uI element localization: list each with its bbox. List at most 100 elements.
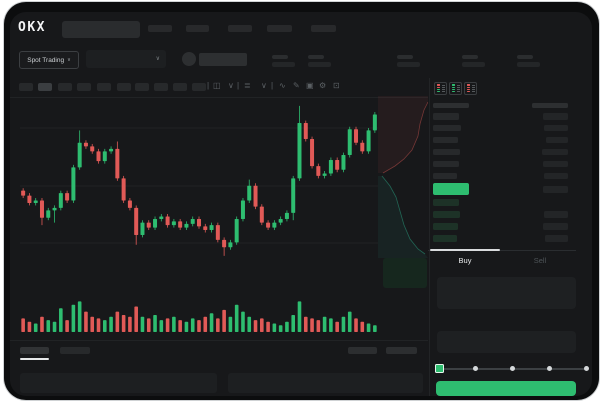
chevron-down-icon: ∨ xyxy=(155,56,160,62)
timeframe-button[interactable] xyxy=(135,83,149,91)
orderbook-icon-segment xyxy=(452,88,455,91)
tab-buy[interactable]: Buy xyxy=(458,256,472,265)
bottom-tab[interactable] xyxy=(348,347,377,354)
pair-title-placeholder xyxy=(199,53,247,66)
orderbook-icon-segment xyxy=(467,88,470,91)
candle-style-icon[interactable]: ◫ xyxy=(213,81,221,90)
stat-value-placeholder xyxy=(272,61,295,67)
stat-value-placeholder xyxy=(462,61,485,67)
bottom-tab[interactable] xyxy=(20,347,49,354)
bid-row-price[interactable] xyxy=(433,223,458,230)
orderbook-header-left xyxy=(433,103,469,108)
buy-button[interactable] xyxy=(436,381,576,396)
orderbook-layout-bids-icon[interactable] xyxy=(449,82,462,95)
orderbook-icon-line xyxy=(471,87,475,88)
bottom-tab[interactable] xyxy=(386,347,417,354)
slider-stop-dot[interactable] xyxy=(583,365,589,371)
timeframe-button[interactable] xyxy=(154,83,168,91)
nav-item-placeholder[interactable] xyxy=(148,25,172,32)
timeframe-button[interactable] xyxy=(77,83,91,91)
ask-row-amount xyxy=(543,160,568,168)
stat-label-placeholder xyxy=(308,55,324,59)
pair-selector-dropdown[interactable]: ∨ xyxy=(86,50,166,68)
slider-stop-dot[interactable] xyxy=(546,365,552,371)
bottom-tab[interactable] xyxy=(60,347,90,354)
orderbook-icon-segment xyxy=(467,84,470,86)
coin-icon xyxy=(182,52,196,66)
toolbar-divider: | xyxy=(271,81,274,90)
line-tool-icon[interactable]: ∿ xyxy=(279,81,286,90)
toolbar-divider: | xyxy=(207,81,210,90)
fullscreen-icon[interactable]: ⊡ xyxy=(333,81,340,90)
chart-bottom-divider xyxy=(10,340,428,341)
bottom-panel-placeholder xyxy=(228,373,423,393)
orderbook-icon-line xyxy=(441,89,445,91)
slider-stop-dot[interactable] xyxy=(472,365,478,371)
ask-row-price[interactable] xyxy=(433,148,460,156)
indicators-icon[interactable]: ≣ xyxy=(244,81,251,90)
stat-value-placeholder xyxy=(517,61,540,67)
bottom-panel-placeholder xyxy=(20,373,217,393)
orderbook-icon-segment xyxy=(437,86,440,89)
orderbook-divider-line xyxy=(429,78,430,396)
orderbook-icon-line xyxy=(456,87,460,88)
orderbook-layout-combined-icon[interactable] xyxy=(434,82,447,95)
caret-down-icon[interactable]: ∨ xyxy=(261,81,267,90)
orderbook-layout-asks-icon[interactable] xyxy=(464,82,477,95)
caret-down-icon[interactable]: ∨ xyxy=(228,81,234,90)
ask-row-amount xyxy=(544,172,568,179)
stat-label-placeholder xyxy=(517,55,533,59)
nav-item-placeholder[interactable] xyxy=(311,25,336,32)
timeframe-button[interactable] xyxy=(58,83,72,91)
stat-label-placeholder xyxy=(462,55,478,59)
timeframe-button[interactable] xyxy=(117,83,131,91)
bottom-tab-underline xyxy=(20,358,49,360)
orderbook-icon-segment xyxy=(452,86,455,89)
orderbook-icon-segment xyxy=(467,90,470,93)
orderbook-icon-segment xyxy=(467,86,470,89)
timeframe-button[interactable] xyxy=(173,83,187,91)
nav-item-placeholder[interactable] xyxy=(228,25,252,32)
bid-row-amount xyxy=(545,235,568,242)
timeframe-button[interactable] xyxy=(192,83,206,91)
slider-handle[interactable] xyxy=(434,363,444,373)
ask-row-price[interactable] xyxy=(433,172,457,179)
orderbook-icon-segment xyxy=(437,90,440,93)
orderbook-icon-line xyxy=(471,84,475,86)
orderbook-header-right xyxy=(532,103,568,108)
orderbook-icon-line xyxy=(441,84,445,86)
tabs-divider-line xyxy=(428,250,576,251)
ask-row-amount xyxy=(542,148,568,156)
last-price-amount xyxy=(543,186,568,193)
stat-label-placeholder xyxy=(272,55,288,59)
toolbar-divider: | xyxy=(237,81,240,90)
price-input[interactable] xyxy=(437,277,576,309)
timeframe-button[interactable] xyxy=(38,83,52,91)
timeframe-button[interactable] xyxy=(19,83,33,91)
slider-stop-dot[interactable] xyxy=(509,365,515,371)
stat-value-placeholder xyxy=(308,61,331,67)
ask-row-price[interactable] xyxy=(433,160,459,168)
tab-sell[interactable]: Sell xyxy=(533,256,547,265)
orderbook-icon-segment xyxy=(437,88,440,91)
ask-row-price[interactable] xyxy=(433,124,461,132)
nav-item-placeholder[interactable] xyxy=(267,25,292,32)
nav-item-placeholder[interactable] xyxy=(186,25,209,32)
ask-row-price[interactable] xyxy=(433,136,458,144)
bid-row-price[interactable] xyxy=(433,199,459,206)
bid-row-price[interactable] xyxy=(433,211,460,218)
chevron-down-icon: ∨ xyxy=(67,57,71,63)
orderbook-icon-line xyxy=(456,84,460,86)
market-type-dropdown[interactable]: Spot Trading ∨ xyxy=(19,51,79,69)
ask-row-price[interactable] xyxy=(433,113,459,120)
amount-input[interactable] xyxy=(437,331,576,353)
timeframe-button[interactable] xyxy=(97,83,111,91)
bid-row-price[interactable] xyxy=(433,235,457,242)
okx-logo: OKX xyxy=(18,20,46,35)
draw-tool-icon[interactable]: ✎ xyxy=(293,81,300,90)
orderbook-icon-line xyxy=(441,87,445,88)
snapshot-icon[interactable]: ▣ xyxy=(306,81,314,90)
settings-icon[interactable]: ⚙ xyxy=(319,81,327,90)
search-input[interactable] xyxy=(62,21,140,38)
